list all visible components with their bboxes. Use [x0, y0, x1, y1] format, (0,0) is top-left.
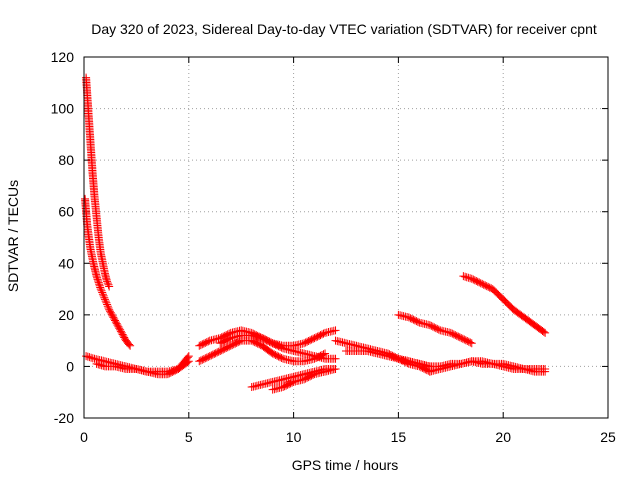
data-trail	[103, 279, 113, 289]
y-tick-label: 80	[58, 152, 74, 168]
data-trail	[110, 315, 121, 328]
data-trail	[259, 342, 276, 357]
data-trail	[84, 106, 95, 142]
x-tick-label: 0	[80, 429, 88, 445]
data-trail	[86, 137, 97, 173]
x-tick-label: 10	[286, 429, 302, 445]
data-point	[331, 365, 340, 374]
series-arc2	[81, 194, 135, 350]
series-arc14	[394, 310, 476, 348]
data-trail	[427, 321, 443, 334]
data-trail	[217, 329, 234, 342]
data-trail	[461, 272, 475, 283]
data-trail	[489, 286, 506, 303]
y-tick-label: -20	[54, 410, 74, 426]
data-trail	[270, 350, 286, 362]
plot-frame	[83, 56, 609, 419]
data-point	[126, 341, 135, 350]
data-point	[92, 359, 101, 368]
data-trail	[94, 235, 105, 256]
y-tick-label: 40	[58, 255, 74, 271]
data-trail	[280, 378, 297, 391]
data-trail	[114, 322, 125, 336]
data-point	[105, 282, 114, 291]
data-trail	[93, 273, 105, 292]
data-point	[331, 326, 340, 335]
data-trail	[500, 296, 517, 313]
y-tick-label: 120	[51, 49, 75, 65]
grid-lines	[84, 57, 608, 418]
data-trail	[101, 297, 113, 312]
data-trail	[469, 275, 485, 288]
x-tick-label: 15	[391, 429, 407, 445]
data-point	[459, 272, 468, 281]
series-arc13	[425, 357, 550, 376]
data-trail	[458, 334, 475, 347]
chart-title: Day 320 of 2023, Sidereal Day-to-day VTE…	[91, 21, 597, 37]
series-arc9	[268, 365, 340, 394]
data-trail	[165, 365, 181, 378]
data-trail	[249, 337, 265, 350]
data-trail	[301, 370, 318, 383]
data-trail	[228, 337, 244, 350]
data-trail	[97, 286, 109, 302]
series-arc15	[459, 272, 550, 337]
data-trail	[90, 194, 101, 220]
data-trail	[123, 337, 134, 349]
series-arc1	[82, 73, 114, 291]
y-tick-label: 20	[58, 307, 74, 323]
data-marks	[81, 73, 550, 394]
data-trail	[448, 329, 464, 342]
data-trail	[88, 168, 99, 199]
data-trail	[118, 330, 130, 344]
data-trail	[196, 337, 213, 350]
data-trail	[196, 352, 213, 365]
axis-ticks	[83, 56, 609, 419]
y-tick-label: 60	[58, 204, 74, 220]
data-trail	[86, 245, 98, 266]
y-axis-label: SDTVAR / TECUs	[5, 180, 21, 292]
data-point	[184, 352, 193, 361]
data-trail	[175, 353, 192, 372]
data-trail	[83, 222, 95, 251]
data-trail	[259, 334, 276, 347]
x-tick-label: 25	[600, 429, 616, 445]
x-tick-label: 5	[185, 429, 193, 445]
data-point	[331, 354, 340, 363]
data-trail	[511, 306, 527, 321]
y-tick-label: 100	[51, 101, 75, 117]
series-arc4	[92, 352, 193, 379]
x-tick-label: 20	[495, 429, 511, 445]
x-axis-label: GPS time / hours	[292, 457, 399, 473]
data-point	[541, 365, 550, 374]
data-trail	[106, 307, 117, 320]
data-trail	[406, 314, 422, 326]
data-point	[103, 277, 112, 286]
data-point	[96, 285, 105, 294]
data-trail	[312, 329, 328, 342]
data-trail	[301, 334, 318, 347]
x-tick-labels: 0 5 10 15 20 25	[80, 429, 616, 445]
data-trail	[217, 334, 234, 347]
data-point	[100, 295, 109, 304]
y-tick-labels: -20 0 20 40 60 80 100 120	[51, 49, 75, 426]
series-arc6	[195, 336, 330, 366]
data-point	[541, 328, 550, 337]
data-trail	[479, 280, 496, 293]
series-arc7	[216, 331, 340, 363]
data-trail	[81, 196, 91, 227]
data-point	[92, 272, 101, 281]
data-trail	[270, 340, 286, 352]
data-trail	[532, 322, 548, 336]
data-trail	[207, 347, 223, 360]
y-tick-label: 0	[66, 358, 74, 374]
data-trail	[217, 342, 234, 355]
data-point	[467, 339, 476, 348]
data-trail	[521, 314, 538, 329]
data-trail	[101, 271, 111, 284]
data-trail	[92, 214, 103, 240]
